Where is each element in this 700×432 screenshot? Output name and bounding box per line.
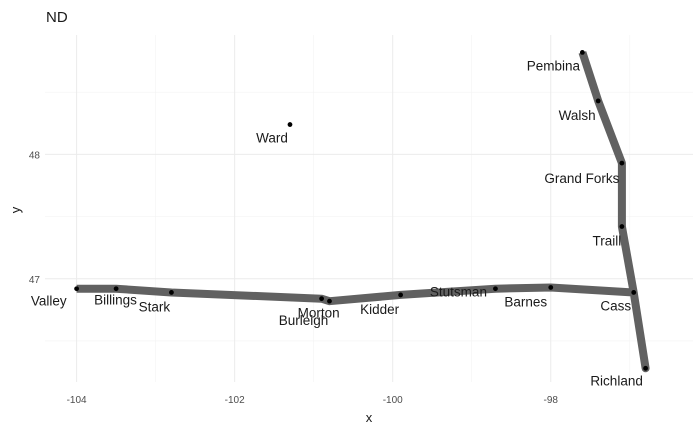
label-billings: Billings: [94, 293, 137, 308]
route-line: [76, 51, 650, 373]
point-morton: [319, 296, 324, 302]
label-barnes: Barnes: [504, 294, 547, 309]
route-path: [76, 51, 650, 373]
label-valley: Valley: [31, 294, 67, 309]
label-kidder: Kidder: [360, 302, 400, 317]
y-axis-title: y: [8, 206, 23, 213]
point-cass: [631, 290, 637, 295]
point-burleigh: [327, 298, 332, 304]
x-tick-label: -104: [67, 395, 87, 406]
grid: [45, 35, 693, 382]
label-pembina: Pembina: [527, 58, 581, 73]
label-burleigh: Burleigh: [279, 313, 329, 328]
label-cass: Cass: [600, 298, 631, 313]
point-stark: [169, 290, 174, 295]
chart-title: ND: [46, 9, 68, 26]
label-traill: Traill: [593, 234, 622, 249]
label-morton: Morton: [298, 306, 340, 321]
point-richland: [643, 365, 648, 371]
point-grand-forks: [619, 160, 625, 166]
x-tick-label: -98: [544, 395, 559, 406]
label-grand-forks: Grand Forks: [544, 171, 619, 186]
y-tick-label: 47: [29, 275, 41, 286]
label-ward: Ward: [256, 131, 288, 146]
x-axis-title: x: [366, 410, 373, 425]
x-tick-label: -100: [383, 395, 403, 406]
label-stark: Stark: [139, 299, 171, 314]
point-valley: [74, 286, 80, 292]
x-axis-ticks: -104 -102 -100 -98: [67, 395, 559, 406]
point-ward: [287, 122, 293, 127]
label-walsh: Walsh: [559, 108, 596, 123]
label-richland: Richland: [590, 373, 643, 388]
point-walsh: [595, 98, 601, 104]
point-billings: [113, 286, 119, 292]
point-kidder: [398, 292, 404, 298]
point-traill: [619, 224, 625, 229]
point-pembina: [579, 50, 585, 55]
y-axis-ticks: 47 48: [29, 150, 41, 285]
point-barnes: [548, 285, 554, 290]
point-stutsman: [493, 286, 498, 292]
data-points: [74, 50, 648, 371]
label-stutsman: Stutsman: [430, 285, 487, 300]
x-tick-label: -102: [225, 395, 245, 406]
y-tick-label: 48: [29, 150, 41, 161]
